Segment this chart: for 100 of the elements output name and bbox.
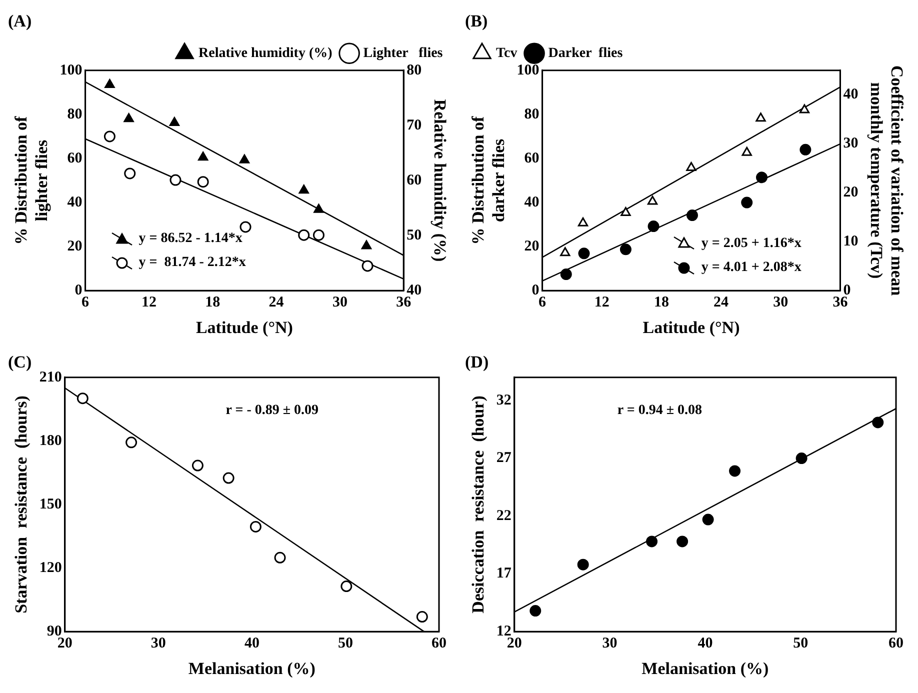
x-tick-label: 30 [773,294,788,310]
x-tick-label: 36 [396,294,412,310]
y-tick-label: 0 [532,282,540,298]
point [240,221,252,233]
y-axis-title: Desiccation resistance (hour) [468,396,488,614]
chart-title: (D) [465,352,489,372]
point [222,472,234,484]
x-axis-title: Melanisation (%) [188,659,316,678]
point [76,392,88,404]
y-tick-label: 40 [67,194,82,210]
point [796,452,808,464]
y-tick-label: 80 [67,106,82,122]
x-tick-label: 40 [244,635,260,652]
chart-title: (A) [8,12,32,31]
y2-tick-label: 10 [843,234,858,250]
point [646,536,658,548]
point [560,247,570,256]
point [578,217,588,226]
y-tick-label: 100 [516,62,540,78]
legend-label: y = 2.05 + 1.16*x [701,236,802,251]
legend-label: Lighter flies [363,46,444,62]
x-tick-label: 30 [602,635,618,652]
point [298,184,309,194]
y-tick-label: 80 [524,106,540,122]
y2-tick-label: 40 [843,86,858,103]
point [676,536,688,548]
point [361,240,372,250]
point [686,210,698,222]
y2-tick-label: 70 [406,117,422,134]
y-tick-label: 20 [524,238,540,254]
point [192,460,204,472]
y2-tick-label: 20 [843,184,858,201]
point [197,176,209,188]
point [578,248,590,260]
point [729,465,741,477]
y-tick-label: 0 [74,282,82,298]
annotation: r = - 0.89 ± 0.09 [226,402,319,418]
point [312,229,324,241]
point [124,113,134,122]
x-tick-label: 6 [82,294,90,310]
legend-label: y = 4.01 + 2.08*x [701,260,802,275]
point [298,229,310,241]
point [800,144,812,156]
point [756,172,768,184]
y-tick-label: 40 [524,194,540,210]
x-tick-label: 18 [654,294,669,310]
y2-tick-label: 60 [406,172,422,188]
point [170,174,182,186]
x-tick-label: 30 [332,294,348,310]
point [314,204,324,213]
point [799,104,810,114]
x-tick-label: 6 [538,294,547,310]
point [250,520,262,532]
y-tick-label: 22 [496,508,512,524]
legend-label: y = 81.74 - 2.12*x [138,255,246,270]
x-tick-label: 60 [888,635,904,652]
y2-tick-label: 30 [843,136,858,152]
y-tick-label: 100 [60,62,82,78]
point [362,260,374,272]
x-axis-title: Latitude (°N) [642,318,740,338]
y-axis-title: % Distribution of lighter flies [12,116,51,245]
legend-label: y = 86.52 - 1.14*x [138,231,242,246]
legend-label: Darker flies [548,46,624,62]
x-tick-label: 30 [150,635,166,652]
x-tick-label: 60 [432,635,446,652]
x-tick-label: 50 [793,635,808,652]
annotation: r = 0.94 ± 0.08 [617,402,702,418]
chart-title: (C) [8,352,32,372]
legend-label: Tcv [496,46,518,62]
x-tick-label: 36 [832,294,848,310]
point [756,112,766,122]
x-axis-title: Latitude (°N) [196,318,293,338]
y-tick-label: 60 [67,150,82,166]
y-tick-label: 210 [39,369,62,386]
x-tick-label: 18 [205,294,220,310]
y2-tick-label: 80 [406,62,422,78]
legend-label: Relative humidity (%) [198,46,333,62]
point [274,552,286,564]
point [104,130,116,142]
point [577,558,589,570]
y-axis-title: % Distribution of darker flies [468,116,508,245]
point [198,152,208,161]
point [126,436,138,448]
y-tick-label: 180 [39,432,62,449]
x-tick-label: 20 [57,635,72,652]
point [239,154,250,164]
point [169,116,180,126]
x-tick-label: 12 [141,294,156,310]
point [702,514,714,526]
point [104,78,115,88]
x-tick-label: 40 [698,635,713,652]
point [686,162,696,172]
y2-axis-title: Relative humidity (%) [430,99,450,262]
point [620,244,632,256]
point [340,580,352,592]
x-axis-title: Melanisation (%) [642,659,769,678]
y-tick-label: 60 [524,150,540,166]
y-tick-label: 120 [39,560,62,576]
point [648,220,660,232]
point [530,605,542,617]
